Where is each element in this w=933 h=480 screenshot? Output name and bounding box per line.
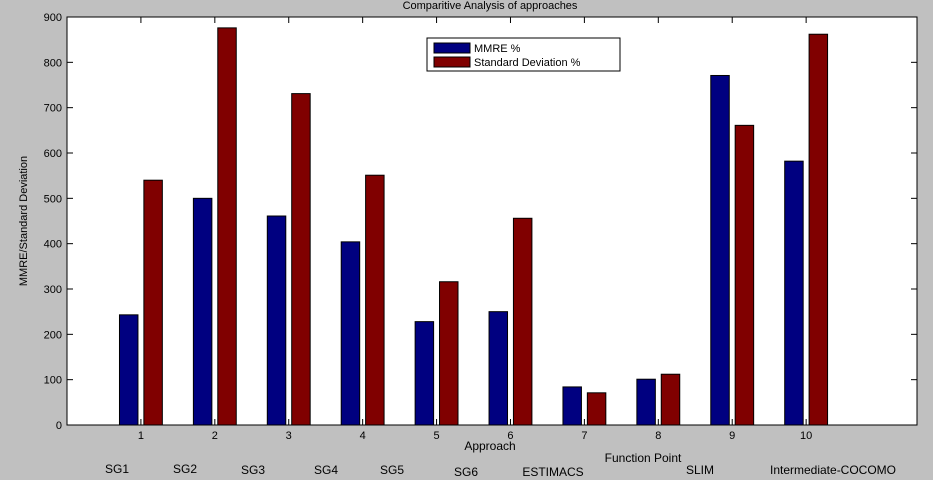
y-tick-label: 200: [44, 329, 62, 341]
legend-entry: MMRE %: [474, 43, 521, 55]
approach-name-label: SG2: [172, 462, 198, 476]
bar-mmre: [636, 378, 656, 426]
approach-name-label: ESTIMACS: [522, 465, 584, 479]
y-tick-label: 500: [44, 193, 62, 205]
approach-name-label: SG6: [453, 465, 479, 479]
approach-name-label: SG4: [313, 463, 339, 477]
bar-mmre: [340, 241, 361, 426]
x-tick-label: 9: [729, 430, 735, 442]
bar-stddev: [808, 33, 829, 426]
y-tick-label: 600: [44, 148, 62, 160]
x-axis: 1 2 3 4 5 6 7 8 9 10: [138, 17, 812, 442]
x-tick-label: 8: [655, 430, 661, 442]
bar-mmre: [710, 74, 730, 426]
y-tick-label: 700: [44, 103, 62, 115]
x-tick-label: 7: [581, 430, 587, 442]
y-tick-label: 900: [44, 12, 62, 24]
x-tick-label: 3: [286, 430, 292, 442]
y-tick-label: 0: [56, 420, 62, 432]
bar-mmre: [784, 160, 804, 426]
bar-mmre: [488, 311, 509, 426]
legend: MMRE % Standard Deviation %: [426, 37, 621, 72]
bar-mmre: [192, 197, 213, 426]
x-tick-label: 5: [434, 430, 440, 442]
approach-name-label: Function Point: [604, 451, 682, 465]
y-axis-label: MMRE/Standard Deviation: [18, 156, 30, 286]
bar-stddev: [143, 179, 163, 426]
bar-mmre: [562, 386, 582, 426]
y-axis: 0 100 200 300 400 500 600 700 800 900: [44, 12, 917, 432]
approach-name-label: SLIM: [685, 463, 715, 477]
x-tick-label: 4: [360, 430, 366, 442]
legend-swatch: [433, 56, 471, 68]
bar-mmre: [118, 314, 139, 426]
bar-stddev: [586, 392, 607, 426]
bar-stddev: [365, 174, 385, 426]
x-tick-label: 2: [212, 430, 218, 442]
chart-title: Comparitive Analysis of approaches: [403, 0, 578, 12]
legend-entry: Standard Deviation %: [474, 57, 581, 69]
bar-stddev: [439, 281, 459, 426]
approach-name-label: SG3: [240, 463, 266, 477]
bar-mmre: [266, 215, 287, 426]
y-tick-label: 100: [44, 375, 62, 387]
bar-stddev: [291, 93, 311, 426]
y-tick-label: 800: [44, 57, 62, 69]
y-tick-label: 400: [44, 239, 62, 251]
approach-name-label: SG1: [104, 462, 130, 476]
approach-name-label: Intermediate-COCOMO: [769, 463, 897, 477]
bar-mmre: [414, 321, 435, 426]
bars: [118, 27, 829, 426]
x-tick-label: 10: [800, 430, 812, 442]
x-tick-label: 1: [138, 430, 144, 442]
y-tick-label: 300: [44, 284, 62, 296]
bar-stddev: [734, 124, 755, 426]
bar-stddev: [217, 27, 237, 426]
bar-stddev: [512, 217, 533, 426]
legend-swatch: [433, 42, 471, 54]
bar-stddev: [660, 373, 681, 426]
x-tick-label: 6: [507, 430, 513, 442]
x-axis-label: Approach: [464, 439, 515, 453]
approach-name-label: SG5: [379, 463, 405, 477]
